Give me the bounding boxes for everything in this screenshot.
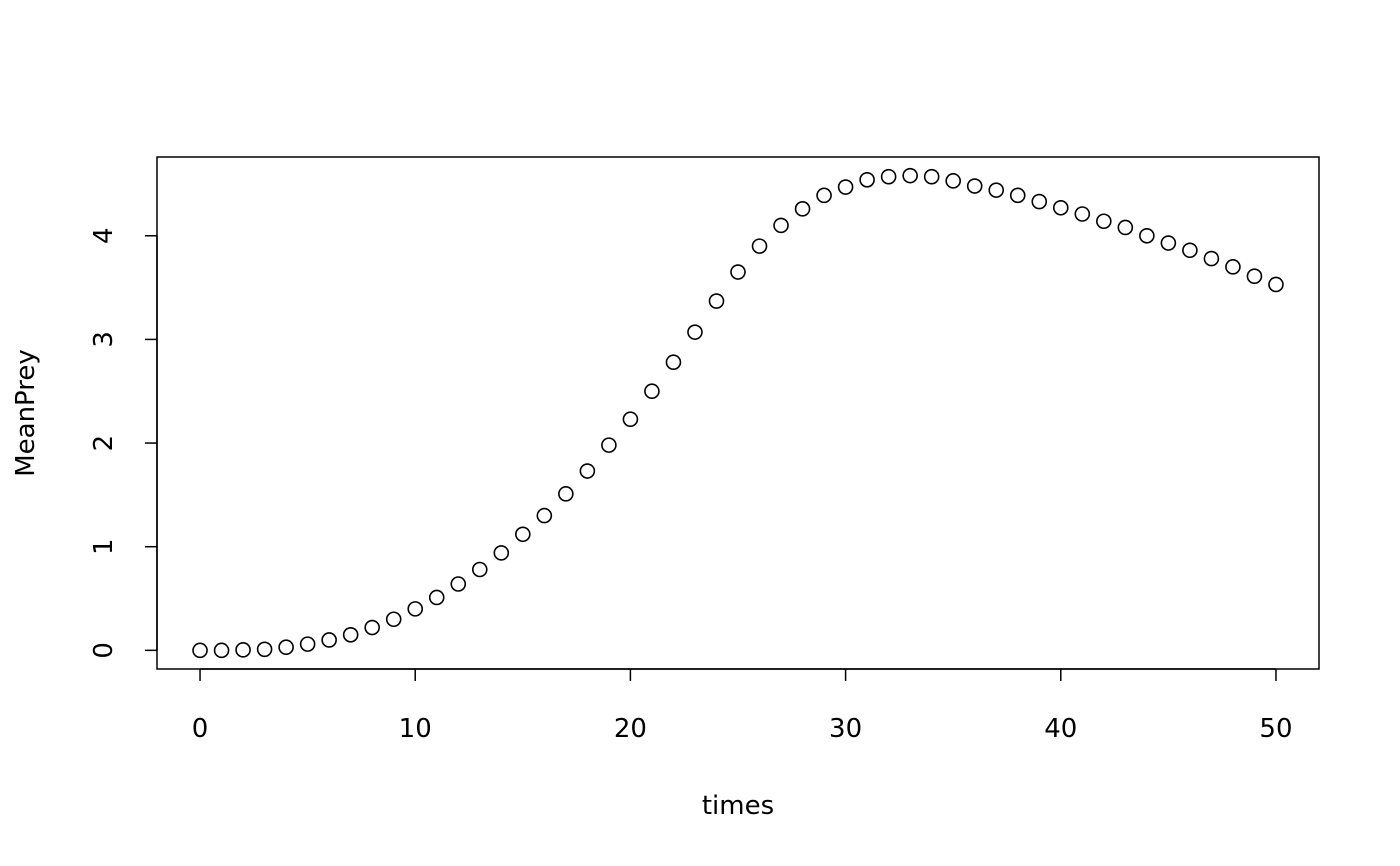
point — [1117, 219, 1134, 236]
point — [966, 178, 983, 194]
point — [1139, 227, 1155, 244]
point — [450, 576, 467, 592]
point — [1096, 213, 1112, 230]
point — [1246, 268, 1263, 284]
point — [1182, 242, 1198, 259]
point — [1225, 259, 1241, 275]
point — [945, 173, 961, 189]
plot-frame — [156, 156, 1320, 670]
y-tick-label: 4 — [89, 227, 119, 244]
point — [299, 636, 316, 652]
point — [192, 642, 208, 659]
point — [235, 642, 251, 658]
point — [988, 182, 1005, 198]
x-tick-label: 10 — [399, 714, 432, 744]
point — [471, 561, 488, 578]
point — [923, 168, 940, 185]
point — [687, 324, 703, 340]
point — [708, 293, 725, 309]
point — [321, 632, 337, 648]
x-tick-label: 50 — [1259, 714, 1292, 744]
y-tick-label: 0 — [89, 642, 119, 659]
point — [730, 264, 746, 280]
point — [816, 187, 832, 204]
point — [213, 642, 230, 659]
point — [536, 507, 553, 524]
x-axis-label: times — [702, 791, 774, 821]
point — [644, 383, 660, 400]
y-tick-label: 1 — [89, 538, 119, 555]
point — [579, 463, 596, 479]
x-tick-label: 20 — [614, 714, 647, 744]
point — [515, 526, 531, 543]
point — [1009, 187, 1026, 204]
y-tick-label: 3 — [89, 331, 119, 348]
point — [1160, 235, 1177, 251]
point — [385, 611, 402, 628]
point — [601, 437, 617, 453]
point — [558, 486, 574, 502]
point — [278, 639, 294, 656]
point — [902, 167, 918, 184]
point — [1031, 193, 1048, 210]
point — [837, 179, 854, 195]
point — [1074, 206, 1091, 222]
point — [342, 626, 359, 643]
point — [364, 619, 380, 636]
y-axis-label: MeanPrey — [11, 349, 41, 477]
point — [859, 172, 875, 188]
point — [773, 217, 789, 234]
point — [751, 238, 768, 254]
point — [880, 168, 897, 185]
x-tick-label: 0 — [192, 714, 209, 744]
point — [665, 354, 682, 371]
x-tick-label: 30 — [829, 714, 862, 744]
point — [428, 589, 445, 606]
point — [1268, 276, 1284, 293]
x-tick-label: 40 — [1044, 714, 1077, 744]
point — [1203, 250, 1220, 267]
point — [622, 411, 639, 428]
point — [794, 201, 811, 217]
point — [256, 641, 273, 658]
point — [493, 545, 510, 561]
y-tick-label: 2 — [89, 435, 119, 452]
point — [1052, 199, 1069, 216]
point — [407, 601, 424, 617]
